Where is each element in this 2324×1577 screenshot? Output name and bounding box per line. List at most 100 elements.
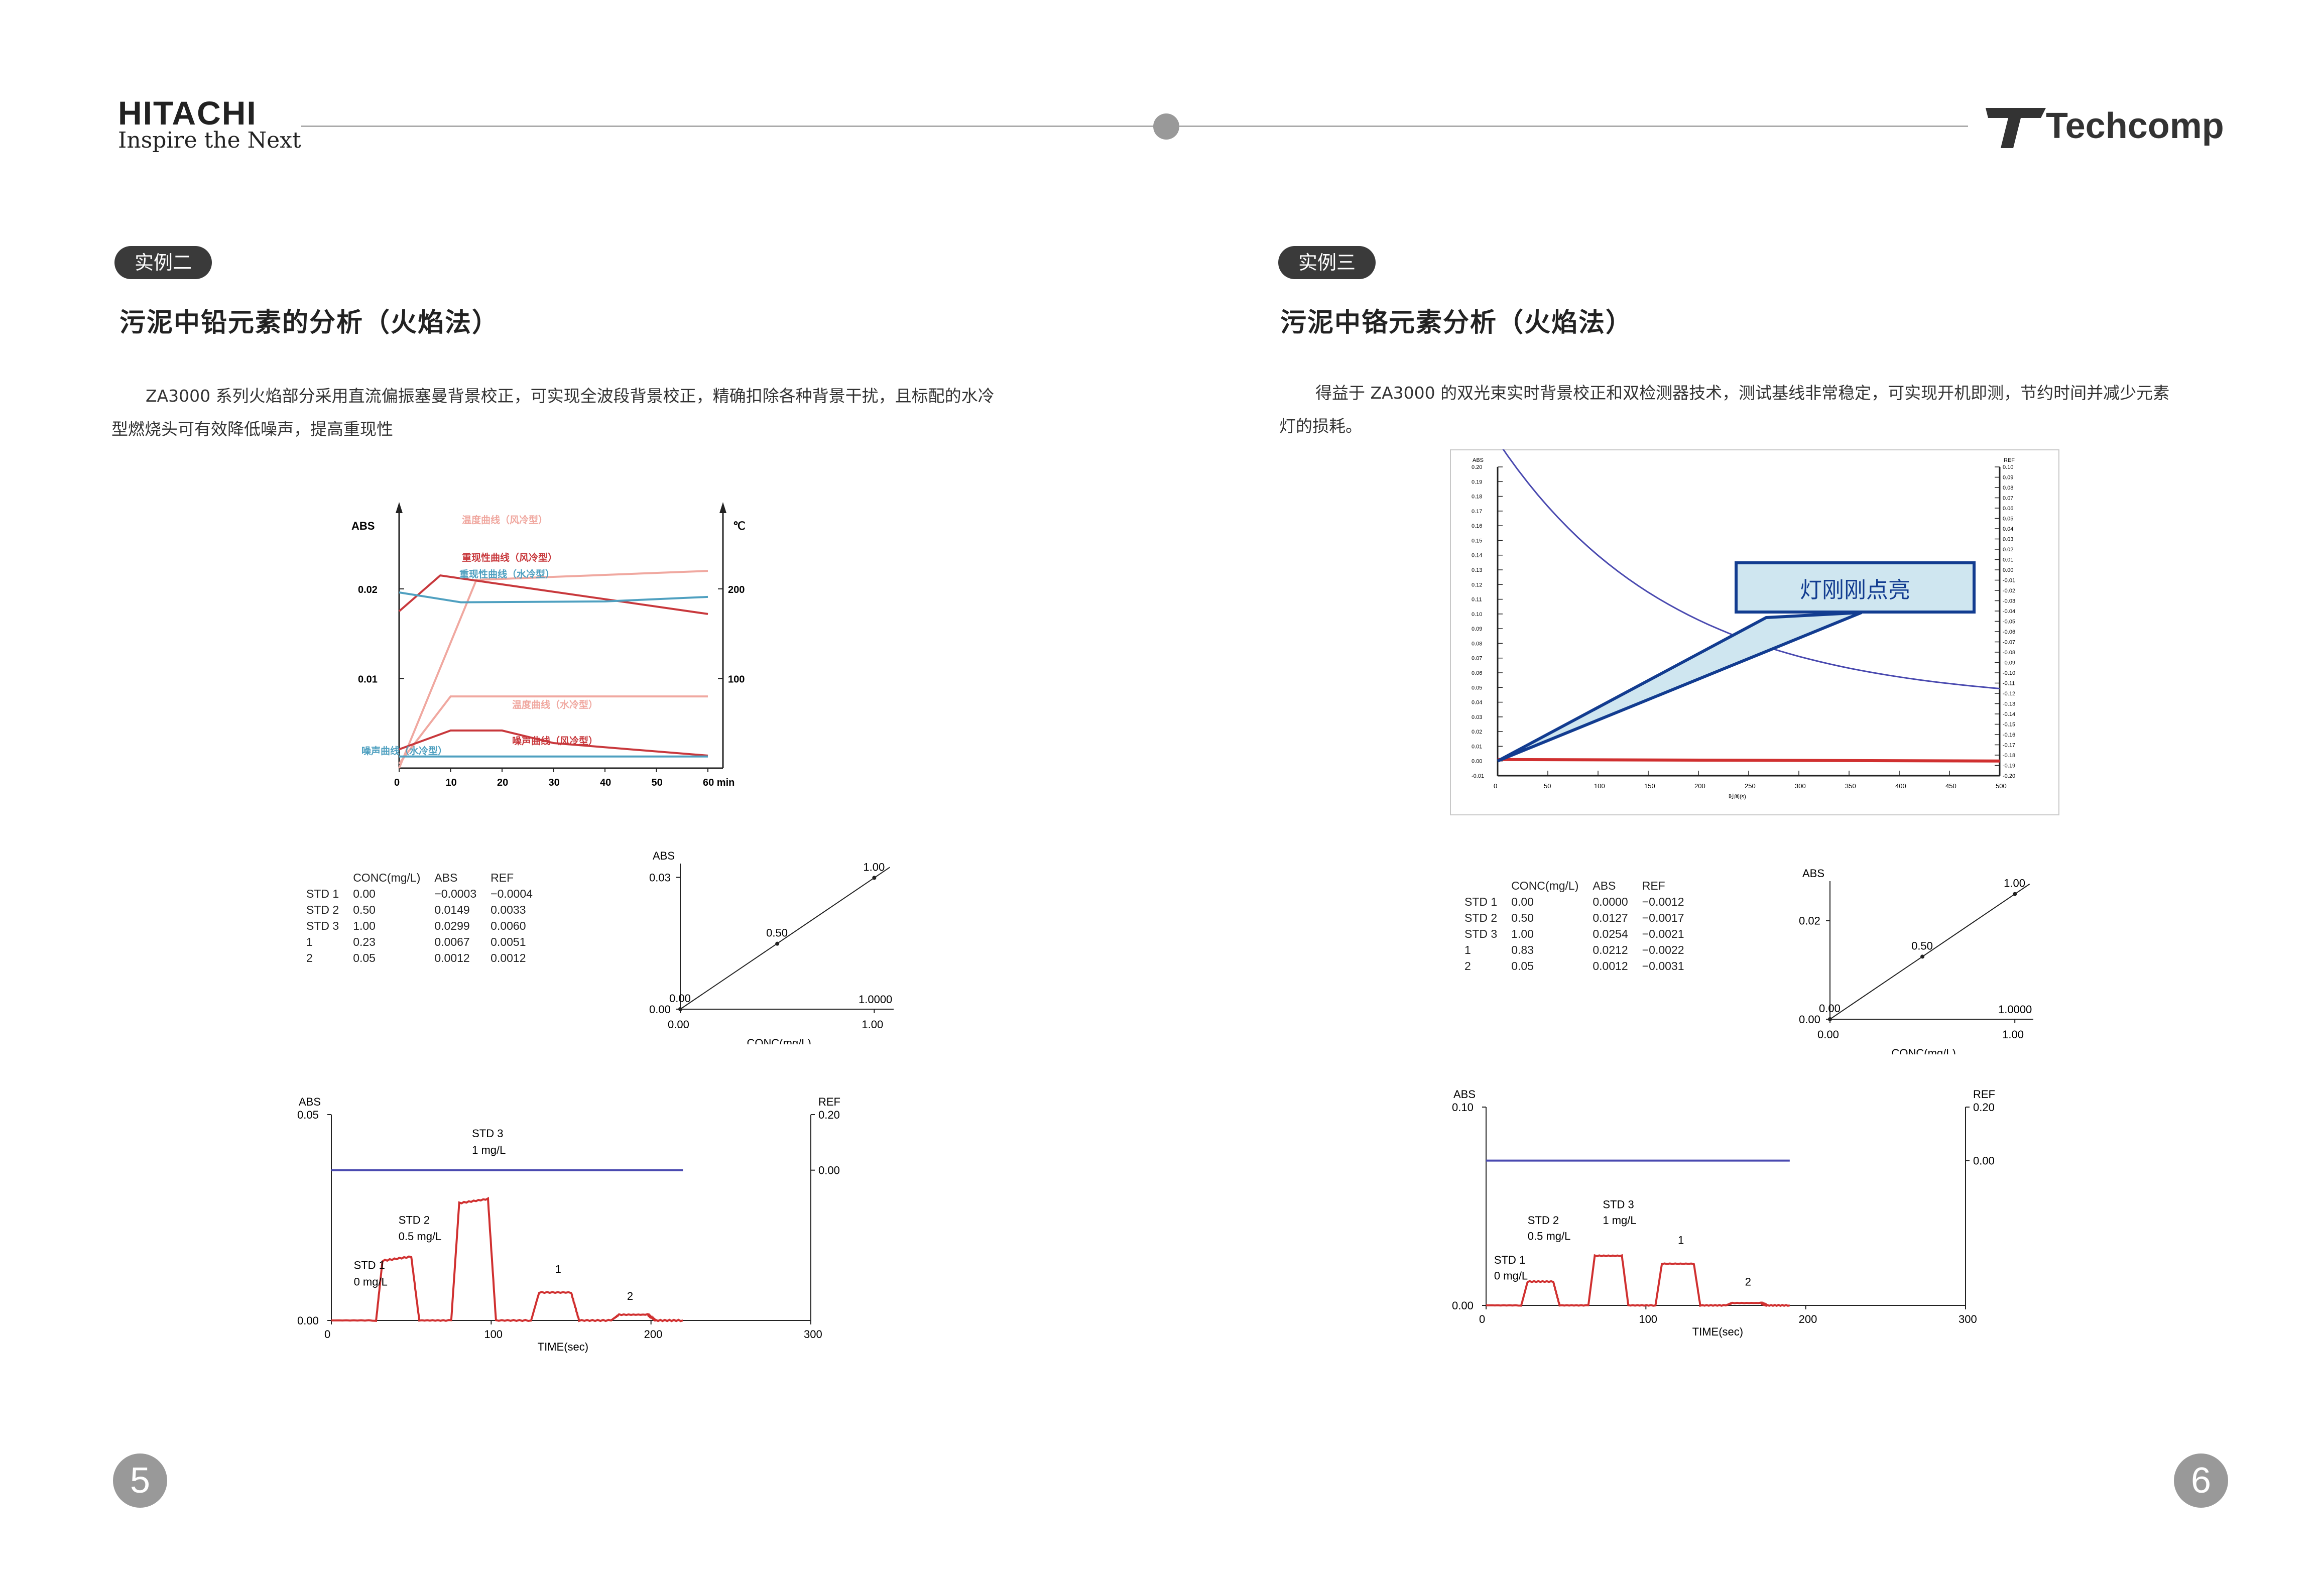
lead-table-header-row: CONC(mg/L) ABS REF [299,870,540,886]
baseline-y-tick-label: 0.19 [1472,479,1482,485]
drift-series-label: 温度曲线（风冷型） [462,514,548,526]
callout-pointer-icon [1497,611,1863,763]
lead-table-header-cell: ABS [434,871,458,884]
baseline-y2-tick-label: -0.08 [2003,650,2015,656]
chromium-table-cell: STD 1 [1464,895,1498,908]
baseline-y2-tick-label: -0.02 [2003,588,2015,594]
baseline-y-tick-label: 0.05 [1472,685,1482,691]
left-paragraph-line2: 型燃烧头可有效降低噪声，提高重现性 [111,419,393,439]
y-tick-label: 0.02 [358,584,378,595]
baseline-y-tick-label: 0.13 [1472,567,1482,573]
time-peak-label: 1 [1678,1234,1684,1247]
time-peak-label: STD 1 [354,1259,385,1272]
chromium-table-cell: 0.0127 [1593,911,1628,924]
lead-time-chart: ABS REF TIME(sec) 0 100 200 300 0.00 0.05 0.00 0.2… [297,1096,840,1353]
baseline-x-tick-label: 500 [1996,782,2007,790]
lead-table-cell: 0.50 [353,903,376,916]
y2-axis-arrow-icon [719,502,726,513]
baseline-x-tick-label: 450 [1945,782,1956,790]
baseline-y2-tick-label: 0.00 [2003,567,2013,573]
calib-point [2013,892,2017,896]
right-paragraph-line2: 灯的损耗。 [1279,416,1362,436]
baseline-y-tick-label: 0.18 [1472,494,1482,500]
y2-tick-label: 100 [728,674,745,685]
lamp-callout: 灯刚刚点亮 [1735,561,1976,614]
y-axis-arrow-icon [396,502,403,513]
lead-results-table: CONC(mg/L) ABS REF STD 1 0.00 −0.0003 −0.0004 S… [299,870,540,966]
time-x-tick-label: 200 [644,1328,663,1341]
baseline-y2-tick-label: -0.01 [2003,578,2015,584]
time-peak-label: 0 mg/L [354,1275,388,1288]
baseline-x-tick-label: 100 [1594,782,1605,790]
chromium-table-cell: STD 3 [1464,927,1498,940]
drift-series-line [399,591,708,603]
time-abs-line [331,1196,683,1322]
time-peak-label: 2 [1745,1276,1751,1288]
calib-point [1920,954,1925,959]
drift-series-line [398,695,708,765]
baseline-x-tick-label: 250 [1745,782,1756,790]
chromium-results-table: CONC(mg/L) ABS REF STD 1 0.00 0.0000 −0.0012 ST… [1457,878,1691,974]
lead-table-cell: STD 3 [306,919,339,932]
baseline-y2-tick-label: -0.14 [2003,711,2015,717]
time-y2-tick-label: 0.00 [1973,1155,1995,1167]
baseline-y2-tick-label: -0.15 [2003,722,2015,728]
lead-table-cell: −0.0003 [434,887,477,900]
hitachi-logo: HITACHI [118,94,257,132]
chromium-table-cell: STD 2 [1464,911,1498,924]
lead-table-row: STD 1 0.00 −0.0003 −0.0004 [299,886,540,902]
baseline-y-tick-label: 0.01 [1472,744,1482,750]
y2-axis-label: ℃ [733,520,746,532]
lead-table-cell: 1 [306,935,313,948]
lead-table-cell: 0.05 [353,951,376,964]
baseline-y-tick-label: 0.14 [1472,553,1482,559]
time-x-tick-label: 300 [1959,1313,1977,1325]
baseline-y2-tick-label: -0.17 [2003,743,2015,749]
time-peak-label: 0.5 mg/L [399,1230,442,1243]
lead-table-row: STD 3 1.00 0.0299 0.0060 [299,918,540,934]
calib-point-label: 1.00 [2004,877,2025,890]
lead-table-cell: 0.23 [353,935,376,948]
baseline-x-tick-label: 200 [1694,782,1705,790]
baseline-y-tick-label: 0.00 [1472,759,1482,765]
baseline-y2-tick-label: 0.10 [2003,464,2013,470]
baseline-y-tick-label: 0.08 [1472,641,1482,647]
baseline-y-tick-label: 0.06 [1472,670,1482,676]
chromium-table-header-row: CONC(mg/L) ABS REF [1457,878,1691,894]
chromium-table-cell: −0.0021 [1642,927,1684,940]
time-y2-label: REF [818,1096,840,1108]
lead-table-cell: STD 2 [306,903,339,916]
right-paragraph-line1: 得益于 ZA3000 的双光束实时背景校正和双检测器技术，测试基线非常稳定，可实… [1315,383,2170,403]
baseline-y2-tick-label: -0.20 [2003,773,2015,779]
y2-tick-label: 200 [728,584,745,595]
lead-table-cell: 1.00 [353,919,376,932]
baseline-y-label: ABS [1473,457,1484,463]
lead-drift-chart: ABS ℃ 0 10 20 30 40 50 60 min 0.01 0.02 100 200 温度曲线（… [351,502,746,788]
calib-y-tick-label: 0.02 [1799,915,1820,927]
calib-x-tick-label: 0.00 [668,1018,689,1031]
drift-series-label: 噪声曲线（水冷型） [361,745,447,757]
x-tick-label: 50 [652,777,663,788]
time-y2-tick-label: 0.00 [818,1164,840,1177]
lead-table-cell: STD 1 [306,887,339,900]
chromium-table-header-cell: ABS [1593,879,1616,892]
x-tick-label: 60 min [703,777,735,788]
techcomp-logo: Techcomp [2046,106,2224,146]
baseline-x-tick-label: 50 [1544,782,1551,790]
chromium-baseline-chart: ABS REF -0.01 0.00 0.01 0.02 0.03 0.04 0.05 0.06 0… [1472,449,2015,800]
lead-table-row: STD 2 0.50 0.0149 0.0033 [299,902,540,918]
lead-table-row: 1 0.23 0.0067 0.0051 [299,934,540,950]
calib-x-tick-label: 0.00 [1817,1028,1839,1041]
baseline-y2-tick-label: 0.05 [2003,516,2013,522]
drift-series-line [398,574,708,615]
time-peak-label: 1 [555,1263,561,1276]
chromium-table-cell: 1.00 [1511,927,1534,940]
baseline-y2-tick-label: 0.01 [2003,557,2013,563]
chromium-table-cell: −0.0012 [1642,895,1684,908]
chromium-table-row: 1 0.83 0.0212 −0.0022 [1457,942,1691,958]
calib-fit-line [680,867,890,1010]
example-badge-right: 实例三 [1278,246,1376,279]
techcomp-mark-icon [1986,108,2046,148]
baseline-y2-tick-label: -0.03 [2003,598,2015,604]
lead-table-header-cell: REF [491,871,514,884]
